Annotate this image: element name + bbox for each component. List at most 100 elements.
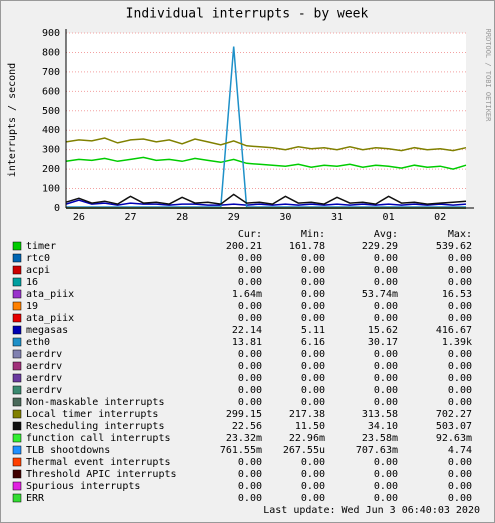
legend-stat: 0.00 [238,253,262,264]
x-tick-label: 28 [176,212,188,223]
legend-stat: 0.00 [301,289,325,300]
legend-stat: 0.00 [301,349,325,360]
y-tick-label: 400 [42,125,60,136]
x-tick-label: 27 [124,212,136,223]
legend-header: Max: [448,229,472,240]
legend-stat: 0.00 [374,457,398,468]
legend-swatch [12,457,22,467]
legend-stat: 16.53 [442,289,472,300]
legend-stat: 0.00 [301,469,325,480]
legend-stat: 0.00 [374,481,398,492]
legend-stat: 0.00 [301,493,325,504]
legend-stat: 0.00 [448,457,472,468]
legend-swatch [12,337,22,347]
legend-swatch [12,325,22,335]
legend-stat: 0.00 [448,349,472,360]
legend-stat: 23.32m [226,433,262,444]
legend-stat: 0.00 [374,469,398,480]
legend-stat: 0.00 [301,277,325,288]
legend-stat: 0.00 [238,265,262,276]
legend-stat: 416.67 [436,325,472,336]
y-tick-label: 600 [42,86,60,97]
legend-stat: 6.16 [301,337,325,348]
legend-stat: 23.58m [362,433,398,444]
legend-stat: 267.55u [283,445,325,456]
legend-stat: 761.55m [220,445,262,456]
legend-label: Threshold APIC interrupts [26,469,177,480]
legend-stat: 30.17 [368,337,398,348]
legend-stat: 0.00 [448,301,472,312]
legend-label: aerdrv [26,385,62,396]
legend-stat: 0.00 [448,481,472,492]
legend-stat: 0.00 [238,481,262,492]
legend-label: function call interrupts [26,433,171,444]
legend-stat: 0.00 [238,493,262,504]
legend-stat: 0.00 [448,397,472,408]
y-tick-label: 300 [42,145,60,156]
legend-stat: 0.00 [448,373,472,384]
legend-stat: 0.00 [238,301,262,312]
x-tick-label: 30 [279,212,291,223]
legend-swatch [12,265,22,275]
legend-stat: 0.00 [238,457,262,468]
legend-stat: 0.00 [448,277,472,288]
legend-stat: 53.74m [362,289,398,300]
legend-stat: 1.39k [442,337,472,348]
legend-stat: 0.00 [374,385,398,396]
legend-stat: 0.00 [374,361,398,372]
legend-stat: 0.00 [301,361,325,372]
legend-stat: 0.00 [238,385,262,396]
legend-stat: 0.00 [374,265,398,276]
legend-stat: 503.07 [436,421,472,432]
legend-label: aerdrv [26,373,62,384]
legend-stat: 11.50 [295,421,325,432]
plot-area [66,33,466,208]
legend-label: aerdrv [26,349,62,360]
legend-label: Rescheduling interrupts [26,421,164,432]
legend-stat: 22.96m [289,433,325,444]
legend-label: Non-maskable interrupts [26,397,164,408]
legend-label: Spurious interrupts [26,481,140,492]
x-tick-label: 29 [228,212,240,223]
legend-stat: 299.15 [226,409,262,420]
legend-stat: 15.62 [368,325,398,336]
legend-swatch [12,277,22,287]
legend-swatch [12,385,22,395]
legend-stat: 0.00 [301,457,325,468]
legend-stat: 0.00 [301,373,325,384]
y-tick-label: 900 [42,28,60,39]
legend-label: eth0 [26,337,50,348]
legend-stat: 0.00 [448,469,472,480]
legend-label: Thermal event interrupts [26,457,171,468]
legend-stat: 0.00 [301,397,325,408]
legend-swatch [12,469,22,479]
legend-stat: 0.00 [238,277,262,288]
legend-stat: 217.38 [289,409,325,420]
legend-swatch [12,361,22,371]
legend-header: Min: [301,229,325,240]
legend-stat: 22.14 [232,325,262,336]
watermark: RRDTOOL / TOBI OETIKER [484,29,492,123]
legend-stat: 0.00 [301,385,325,396]
legend-stat: 702.27 [436,409,472,420]
legend-swatch [12,493,22,503]
chart-title: Individual interrupts - by week [126,7,369,22]
legend-stat: 5.11 [301,325,325,336]
series-line [65,137,467,152]
y-tick-label: 0 [54,203,60,214]
legend-stat: 0.00 [448,265,472,276]
legend-swatch [12,397,22,407]
legend-stat: 0.00 [374,349,398,360]
legend-stat: 0.00 [301,313,325,324]
legend-swatch [12,421,22,431]
series-line [65,199,467,206]
legend-label: ERR [26,493,45,504]
y-tick-label: 800 [42,47,60,58]
legend-stat: 0.00 [448,493,472,504]
legend-label: aerdrv [26,361,62,372]
series-line [66,46,466,208]
legend-stat: 0.00 [374,253,398,264]
legend-stat: 200.21 [226,241,262,252]
legend-swatch [12,409,22,419]
